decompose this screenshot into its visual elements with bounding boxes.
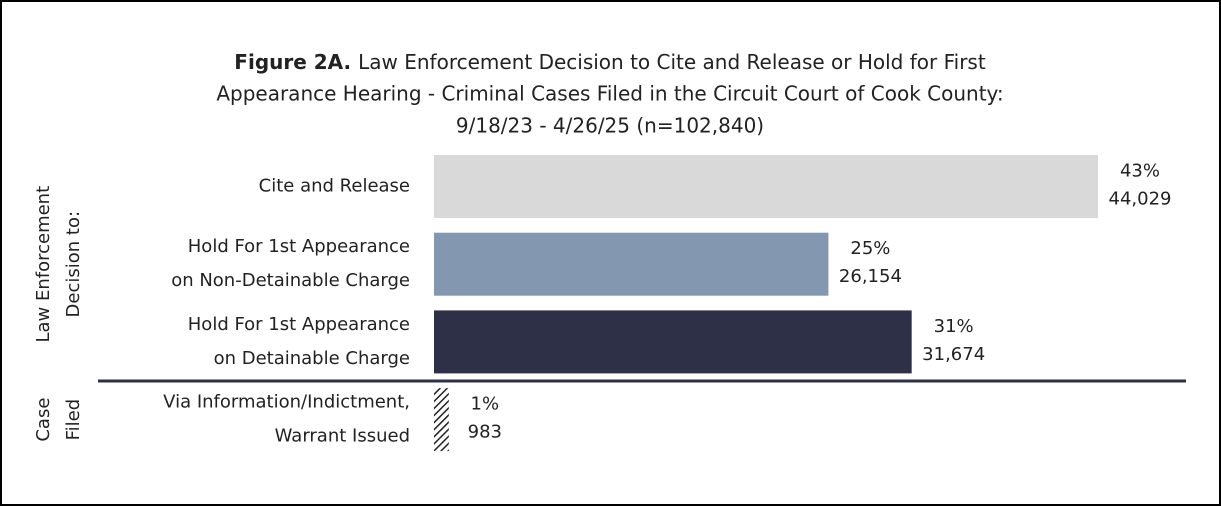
- chart-title: Figure 2A. Law Enforcement Decision to Ci…: [234, 50, 986, 74]
- category-label: on Non-Detainable Charge: [171, 270, 410, 291]
- percent-label: 43%: [1120, 161, 1160, 182]
- value-label: 983: [468, 422, 502, 443]
- percent-label: 1%: [471, 394, 500, 415]
- title-line: 9/18/23 - 4/26/25 (n=102,840): [456, 114, 764, 138]
- group-label: Filed: [63, 399, 84, 441]
- value-label: 31,674: [922, 344, 985, 365]
- category-label: Warrant Issued: [275, 426, 410, 447]
- group-label: Decision to:: [63, 211, 84, 318]
- group-label: Law Enforcement: [33, 186, 54, 343]
- category-label: Hold For 1st Appearance: [188, 236, 410, 257]
- value-label: 26,154: [839, 266, 902, 287]
- bar: [434, 388, 449, 452]
- bar: [434, 310, 912, 374]
- value-label: 44,029: [1109, 189, 1172, 210]
- category-label: Cite and Release: [259, 176, 410, 197]
- category-label: on Detainable Charge: [214, 348, 410, 369]
- title-line: Law Enforcement Decision to Cite and Rel…: [358, 50, 986, 74]
- percent-label: 31%: [934, 316, 974, 337]
- group-label: Case: [33, 398, 54, 442]
- bar: [434, 232, 829, 296]
- bar: [434, 155, 1098, 218]
- title-line: Appearance Hearing - Criminal Cases File…: [216, 82, 1003, 106]
- percent-label: 25%: [850, 238, 890, 259]
- category-label: Hold For 1st Appearance: [188, 314, 410, 335]
- category-label: Via Information/Indictment,: [163, 392, 410, 413]
- title-bold: Figure 2A.: [234, 50, 351, 74]
